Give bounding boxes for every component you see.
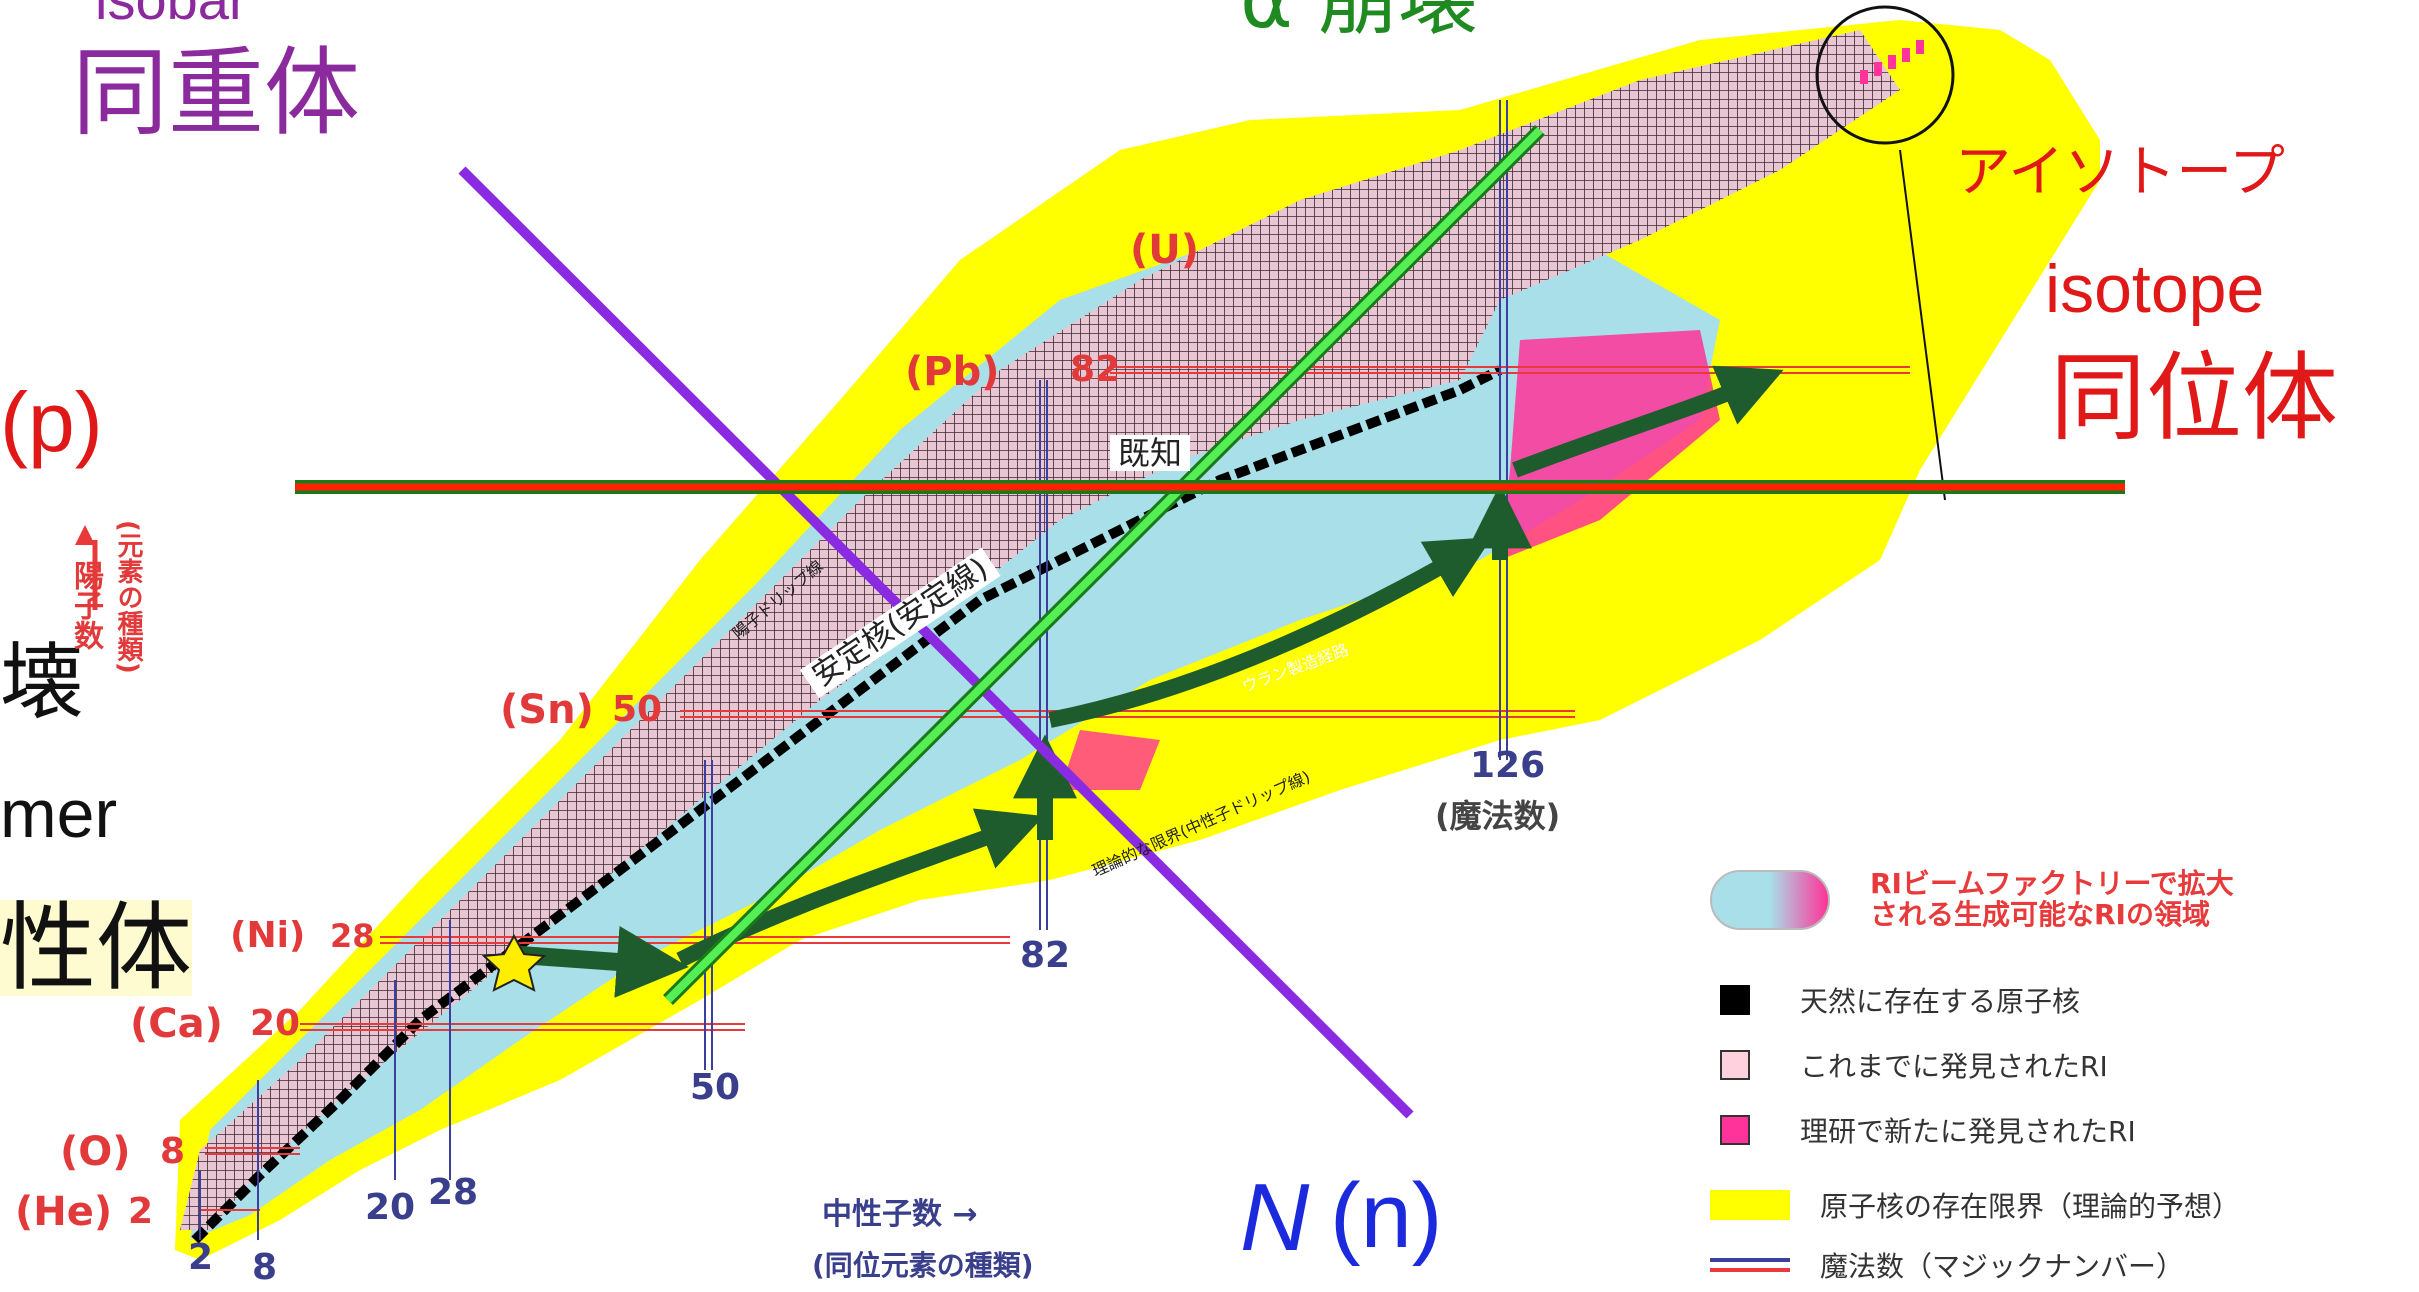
x-axis-sub-label: (同位元素の種類) xyxy=(812,1249,1034,1282)
r-process-arrow-4 xyxy=(1048,537,1493,728)
proton-magic-8: 8 xyxy=(160,1131,186,1172)
legend-text-natural: 天然に存在する原子核 xyxy=(1800,985,2081,1018)
element-label-U: (U) xyxy=(1130,227,1200,273)
star-marker xyxy=(481,933,547,992)
element-label-Ni: (Ni) xyxy=(230,915,306,956)
known-nuclei-band xyxy=(180,30,1900,1230)
element-label-Pb: (Pb) xyxy=(905,349,1000,395)
neutron-magic-28: 28 xyxy=(428,1172,479,1213)
legend-item-natural: 天然に存在する原子核 xyxy=(1710,975,2410,1025)
legend-swatch-ri xyxy=(1710,870,1830,930)
legend-swatch-magenta xyxy=(1720,1115,1750,1145)
legend-text-discovered: これまでに発見されたRI xyxy=(1800,1050,2108,1083)
neutron-magic-20: 20 xyxy=(365,1187,416,1228)
superheavy-circle xyxy=(1815,5,1955,145)
isotope-pointer xyxy=(1899,149,1946,501)
proton-magic-2: 2 xyxy=(128,1191,154,1232)
proton-p-label: (p) xyxy=(0,375,103,469)
proton-magic-50: 50 xyxy=(612,689,663,730)
magic-note-label: (魔法数) xyxy=(1435,797,1561,835)
legend-swatch-yellow xyxy=(1710,1190,1790,1220)
r-process-arrow-6 xyxy=(1512,365,1784,478)
isomer-en-label: mer xyxy=(0,776,118,852)
proton-magic-28: 28 xyxy=(330,917,375,955)
stability-line xyxy=(191,365,1503,1244)
isotope-jp-label: 同位体 xyxy=(2050,342,2338,454)
isobar-en-label: isobar xyxy=(95,0,248,28)
legend-swatch-black xyxy=(1720,985,1750,1015)
y-axis-label: 陽子数 xyxy=(68,560,103,650)
element-label-He: (He) xyxy=(15,1189,113,1235)
neutron-N-label: N xyxy=(1240,1164,1310,1271)
legend-item-magic: 魔法数（マジックナンバー） xyxy=(1710,1240,2410,1290)
proton-magic-20: 20 xyxy=(250,1003,301,1044)
isotope-kana-label: アイソトープ xyxy=(1955,140,2285,205)
ri-beam-region xyxy=(190,220,1720,1240)
isobar-jp-label: 同重体 xyxy=(72,37,360,149)
legend-text-magic: 魔法数（マジックナンバー） xyxy=(1820,1250,2185,1283)
neutron-magic-82: 82 xyxy=(1020,935,1071,976)
neutron-magic-2: 2 xyxy=(188,1237,214,1278)
isotope-en-label: isotope xyxy=(2045,251,2265,327)
element-label-Sn: (Sn) xyxy=(500,687,594,733)
neutron-n-label: (n) xyxy=(1330,1165,1443,1267)
alpha-decay-label: α 崩壊 xyxy=(1240,0,1478,40)
legend-text-riken: 理研で新たに発見されたRI xyxy=(1800,1115,2136,1148)
legend-item-discovered: これまでに発見されたRI xyxy=(1710,1040,2410,1090)
ri-magenta-2 xyxy=(1500,330,1720,560)
neutron-magic-50: 50 xyxy=(690,1067,741,1108)
legend-item-ri-region: RIビームファクトリーで拡大 される生成可能なRIの領域 xyxy=(1710,860,2410,940)
legend-swatch-magic xyxy=(1710,1258,1790,1272)
decay-fragment-label: 壊 xyxy=(0,633,85,731)
x-axis-label: 中性子数 → xyxy=(822,1197,978,1232)
isomer-jp-label: 性体 xyxy=(0,892,192,1004)
ri-magenta-3 xyxy=(1060,730,1160,790)
neutron-magic-126: 126 xyxy=(1470,745,1546,786)
legend-item-riken: 理研で新たに発見されたRI xyxy=(1710,1105,2410,1155)
legend-text-ri: RIビームファクトリーで拡大 される生成可能なRIの領域 xyxy=(1870,867,2234,931)
element-label-Ca: (Ca) xyxy=(130,1001,223,1047)
isobar-line xyxy=(458,166,1414,1119)
legend-text-limit: 原子核の存在限界（理論的予想） xyxy=(1820,1190,2241,1223)
neutron-magic-8: 8 xyxy=(252,1247,278,1288)
element-label-O: (O) xyxy=(60,1129,131,1175)
legend-swatch-pink xyxy=(1720,1050,1750,1080)
legend-item-limit: 原子核の存在限界（理論的予想） xyxy=(1710,1180,2410,1230)
proton-magic-82: 82 xyxy=(1070,349,1121,390)
superheavy-dots xyxy=(1860,40,1924,84)
known-label: 既知 xyxy=(1110,435,1191,471)
y-axis-sub-label: (元素の種類) xyxy=(113,520,143,674)
